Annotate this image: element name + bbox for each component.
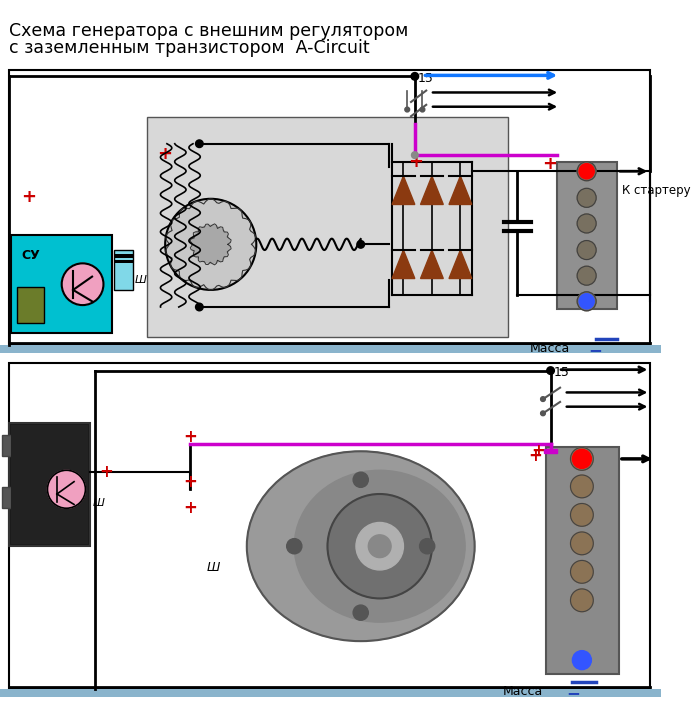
Circle shape (420, 539, 435, 554)
Bar (544, 449, 557, 453)
Circle shape (47, 470, 86, 508)
Text: Ш: Ш (135, 275, 147, 285)
Polygon shape (449, 250, 472, 278)
Circle shape (577, 214, 596, 233)
Circle shape (571, 503, 593, 526)
Text: +: + (100, 463, 113, 481)
Bar (17, 287, 44, 323)
Text: +: + (157, 145, 172, 163)
Circle shape (287, 539, 302, 554)
Text: с заземленным транзистором  A-Circuit: с заземленным транзистором A-Circuit (10, 40, 370, 58)
Polygon shape (449, 176, 472, 204)
Text: −: − (567, 684, 580, 702)
Polygon shape (420, 250, 443, 278)
Bar (0, 689, 661, 697)
Circle shape (192, 225, 230, 263)
Circle shape (405, 107, 410, 112)
Circle shape (541, 397, 546, 401)
Circle shape (196, 140, 203, 147)
Circle shape (357, 241, 365, 248)
Bar (10, 423, 90, 546)
Text: К стартеру: К стартеру (622, 183, 690, 196)
Circle shape (411, 73, 418, 80)
Text: СУ: СУ (21, 249, 40, 262)
Circle shape (579, 164, 594, 179)
Circle shape (571, 447, 593, 470)
Bar (114, 250, 133, 290)
Circle shape (328, 494, 432, 598)
Circle shape (356, 523, 404, 570)
Bar (10, 363, 650, 689)
Text: +: + (21, 188, 36, 206)
Ellipse shape (247, 452, 475, 641)
Text: Схема генератора с внешним регулятором: Схема генератора с внешним регулятором (10, 22, 409, 40)
Circle shape (577, 266, 596, 285)
Text: +: + (183, 499, 197, 517)
Bar (11, 425, 88, 544)
Text: +: + (528, 447, 542, 465)
Circle shape (196, 303, 203, 311)
Text: Ш: Ш (207, 561, 221, 574)
Bar (0, 689, 661, 697)
Bar (557, 162, 617, 309)
Text: 13.3702-03: 13.3702-03 (13, 436, 49, 441)
Bar (114, 254, 133, 257)
Circle shape (577, 188, 596, 207)
Circle shape (411, 152, 418, 158)
Polygon shape (420, 176, 443, 204)
Circle shape (571, 475, 593, 498)
Circle shape (571, 589, 593, 612)
Text: +: + (408, 152, 423, 171)
Circle shape (572, 449, 592, 468)
Text: Масса: Масса (503, 684, 544, 698)
Polygon shape (392, 250, 415, 278)
Circle shape (572, 651, 592, 669)
Circle shape (353, 605, 368, 620)
Text: +: + (542, 155, 557, 173)
Circle shape (579, 294, 594, 309)
Bar (147, 117, 508, 337)
Text: Масса: Масса (530, 342, 570, 355)
Text: Ш: Ш (93, 498, 105, 508)
Circle shape (577, 241, 596, 260)
Bar (10, 70, 650, 345)
Text: 14В: 14В (13, 426, 28, 436)
Circle shape (547, 367, 555, 375)
Circle shape (165, 198, 256, 290)
Text: +: + (183, 472, 197, 490)
Text: −: − (589, 342, 603, 360)
Circle shape (541, 411, 546, 416)
Bar (11, 235, 112, 333)
Circle shape (368, 535, 391, 558)
Circle shape (577, 162, 596, 180)
Text: +: + (183, 428, 197, 446)
Bar (2, 435, 11, 456)
Circle shape (353, 472, 368, 487)
Circle shape (577, 292, 596, 311)
Bar (0, 345, 661, 352)
Circle shape (571, 560, 593, 583)
Polygon shape (392, 176, 415, 204)
Text: 15: 15 (553, 366, 569, 379)
Bar (2, 487, 11, 508)
Ellipse shape (294, 470, 465, 622)
Text: 15: 15 (418, 72, 434, 85)
Circle shape (420, 107, 425, 112)
Circle shape (571, 532, 593, 555)
Text: +: + (531, 442, 545, 460)
Bar (114, 260, 133, 263)
Circle shape (62, 263, 104, 305)
Bar (546, 446, 619, 674)
